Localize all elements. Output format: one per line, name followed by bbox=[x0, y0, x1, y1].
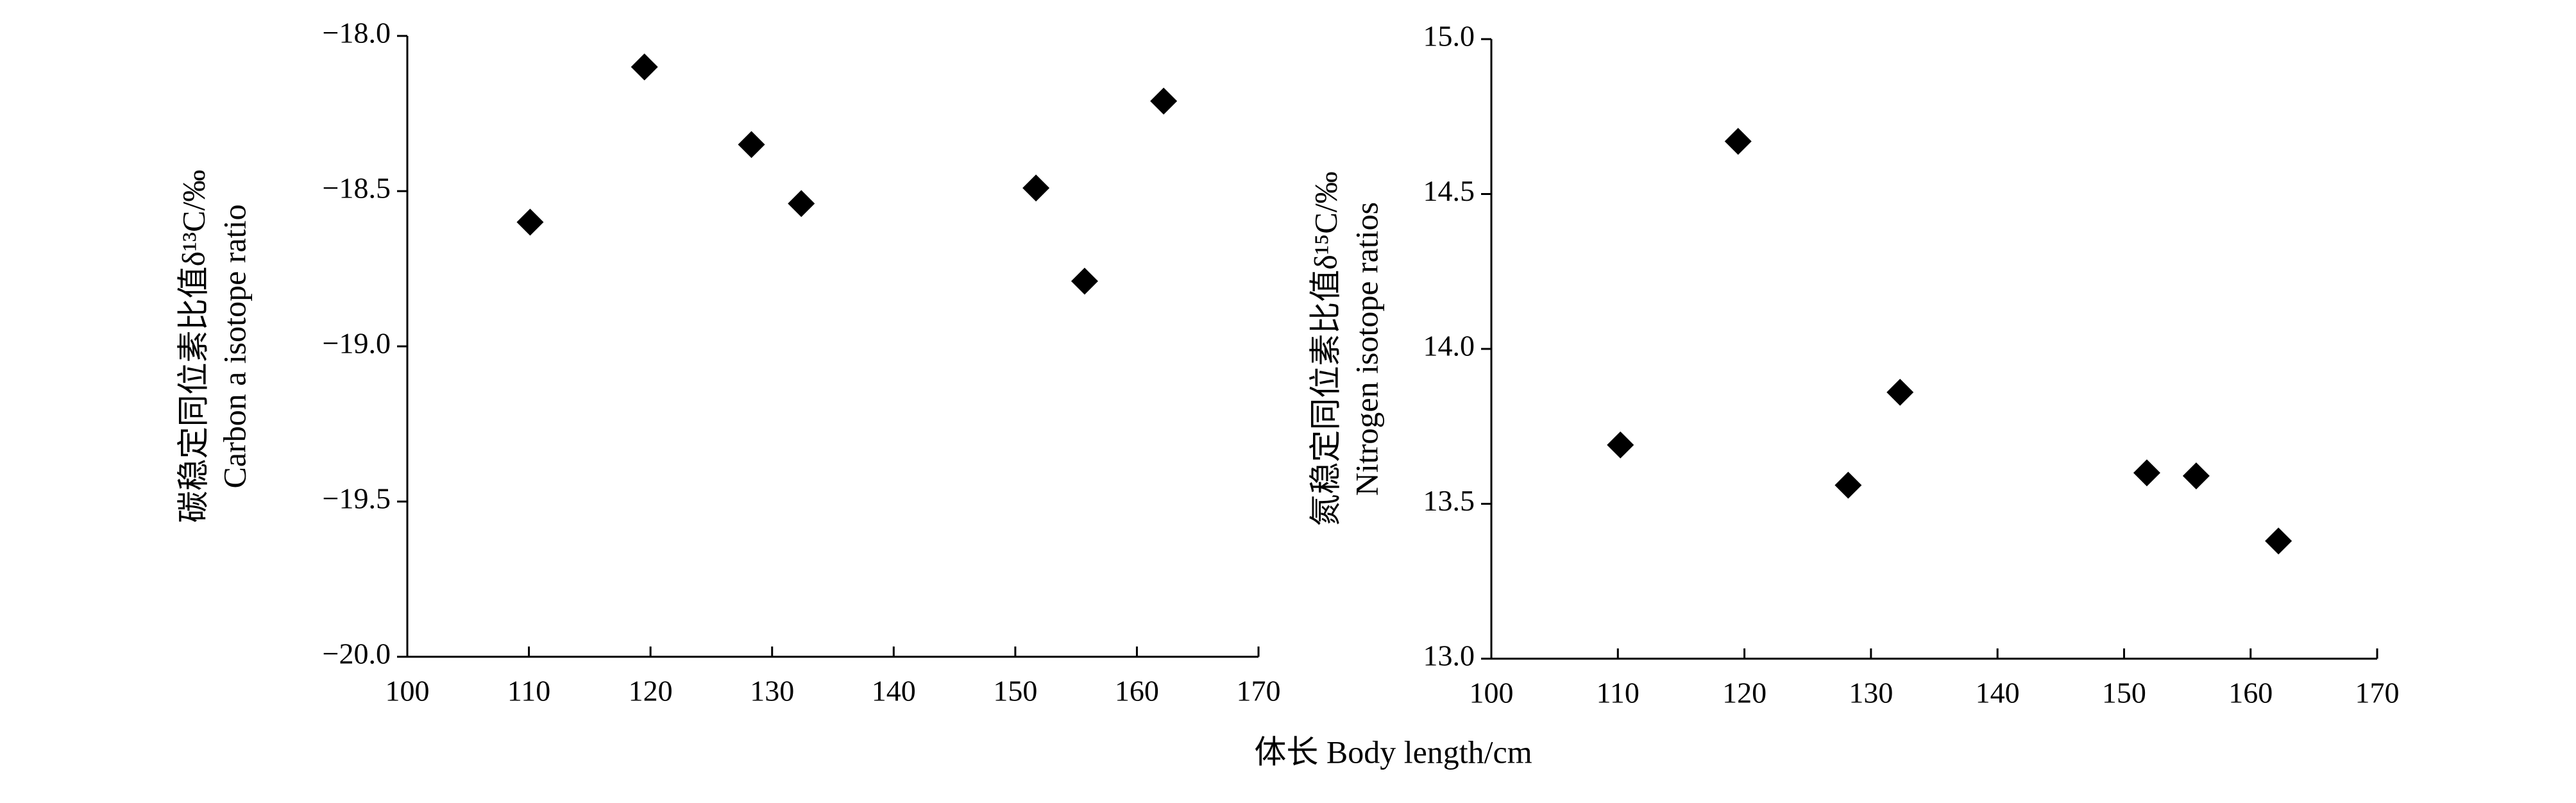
y-tick-label: −18.0 bbox=[323, 17, 391, 49]
x-tick-label: 150 bbox=[2102, 677, 2146, 709]
point bbox=[738, 131, 765, 158]
y-tick-label: 13.5 bbox=[1423, 484, 1475, 517]
y-axis-label: 碳稳定同位素比值δ¹³C/‰ bbox=[175, 170, 211, 523]
y-tick-label: 13.0 bbox=[1423, 639, 1475, 672]
x-tick-label: 140 bbox=[1976, 677, 2020, 709]
x-tick-label: 110 bbox=[1597, 677, 1640, 709]
point bbox=[631, 53, 658, 81]
x-tick-label: 160 bbox=[2228, 677, 2273, 709]
point bbox=[1150, 87, 1178, 115]
y-tick-label: −19.0 bbox=[323, 327, 391, 360]
y-tick-label: 15.0 bbox=[1423, 20, 1475, 53]
y-tick-label: −20.0 bbox=[323, 638, 391, 670]
x-tick-label: 130 bbox=[1849, 677, 1893, 709]
y-axis-label: 氮稳定同位素比值δ¹⁵C/‰ bbox=[1307, 171, 1343, 526]
x-tick-label: 120 bbox=[1722, 677, 1767, 709]
y-tick-label: 14.0 bbox=[1423, 330, 1475, 362]
point bbox=[1724, 128, 1752, 155]
point bbox=[1607, 431, 1634, 459]
point bbox=[1835, 471, 1862, 499]
x-tick-label: 140 bbox=[872, 675, 916, 707]
y-axis-label: Carbon a isotope ratio bbox=[216, 205, 252, 489]
point bbox=[1022, 174, 1050, 202]
point bbox=[1886, 378, 1914, 406]
point bbox=[788, 190, 815, 217]
x-tick-label: 170 bbox=[1237, 675, 1281, 707]
x-tick-label: 110 bbox=[507, 675, 550, 707]
y-axis-label: Nitrogen isotope ratios bbox=[1348, 202, 1384, 496]
x-tick-label: 100 bbox=[386, 675, 430, 707]
y-tick-label: 14.5 bbox=[1423, 174, 1475, 207]
x-tick-label: 130 bbox=[750, 675, 794, 707]
point bbox=[2182, 462, 2210, 490]
y-tick-label: −19.5 bbox=[323, 482, 391, 515]
y-tick-label: −18.5 bbox=[323, 172, 391, 205]
point bbox=[1071, 267, 1098, 295]
x-tick-label: 150 bbox=[993, 675, 1037, 707]
x-axis-label: 体长 Body length/cm bbox=[1254, 734, 1532, 770]
x-tick-label: 100 bbox=[1470, 677, 1514, 709]
point bbox=[516, 208, 544, 236]
point bbox=[2133, 459, 2160, 487]
point bbox=[2265, 527, 2292, 555]
x-tick-label: 170 bbox=[2355, 677, 2400, 709]
x-tick-label: 120 bbox=[629, 675, 673, 707]
x-tick-label: 160 bbox=[1115, 675, 1159, 707]
